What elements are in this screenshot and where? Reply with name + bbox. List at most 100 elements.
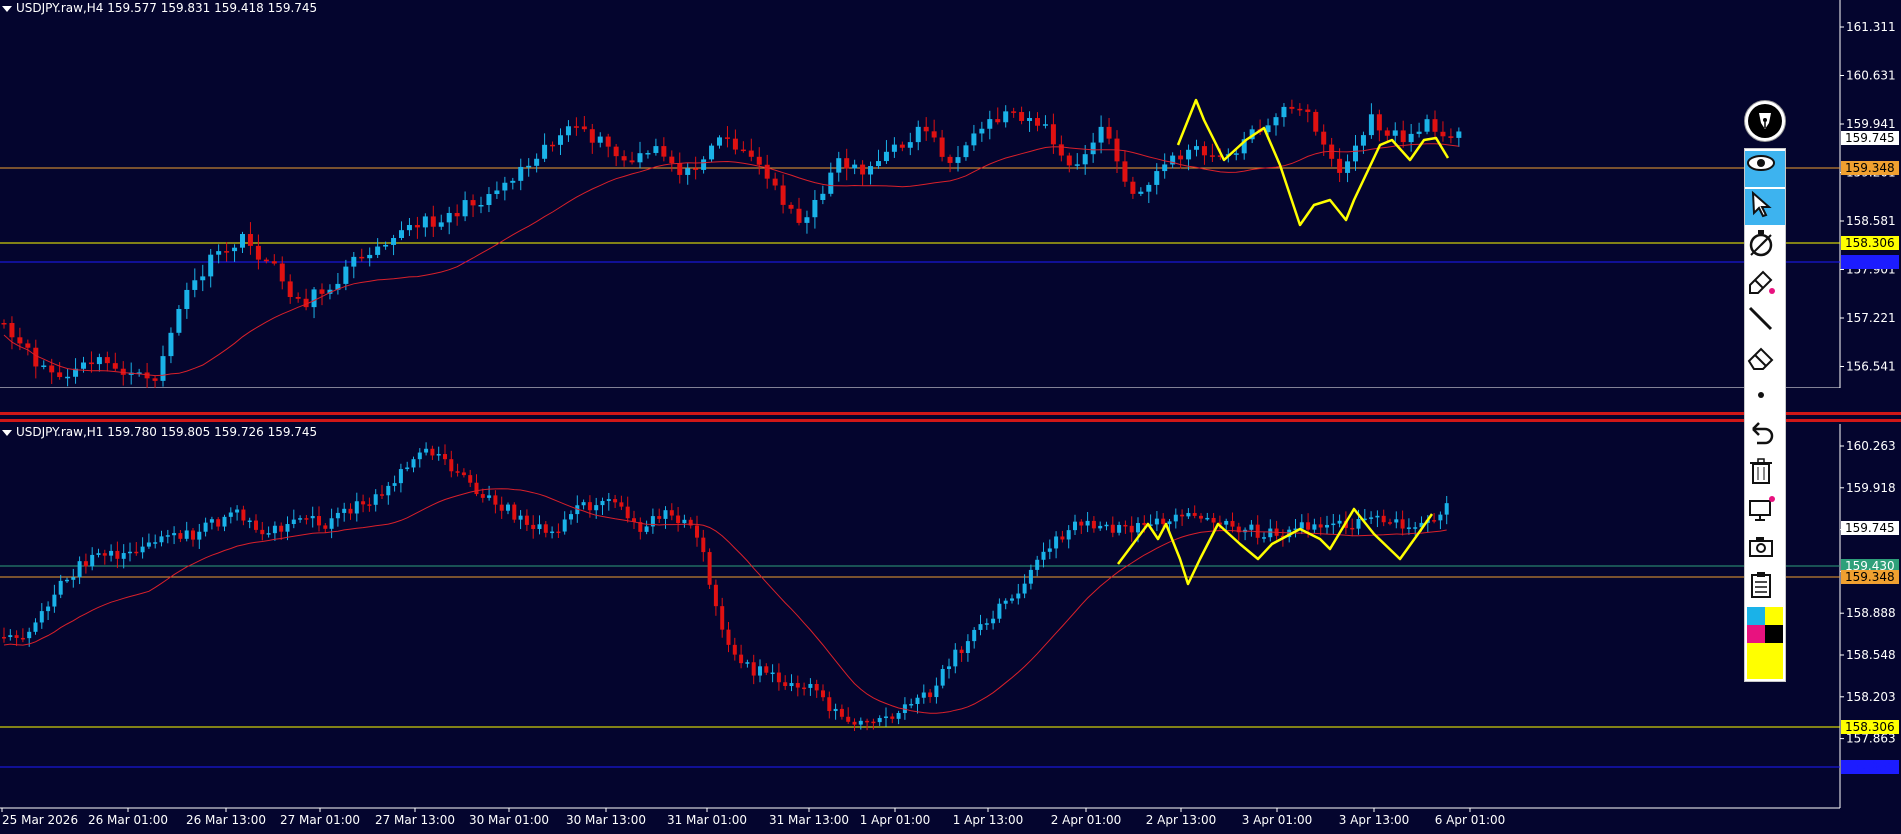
h1-chart-canvas[interactable]: 160.263159.918159.578159.233158.888158.5… — [0, 424, 1901, 834]
candle-body — [470, 200, 476, 206]
color-swatch-yellow[interactable] — [1765, 607, 1783, 625]
candle-body — [1129, 525, 1134, 533]
color-swatch-cyan[interactable] — [1747, 607, 1765, 625]
candle-body — [1074, 164, 1080, 166]
candle-body — [991, 618, 996, 624]
pane-separator[interactable] — [0, 388, 1901, 424]
color-swatch-magenta[interactable] — [1747, 625, 1765, 643]
pen-toggle-button[interactable] — [1744, 100, 1786, 142]
candle-body — [1090, 142, 1096, 155]
undo-button[interactable] — [1745, 417, 1785, 453]
h1-chart-pane[interactable]: 160.263159.918159.578159.233158.888158.5… — [0, 424, 1901, 834]
candle-body — [319, 289, 325, 294]
candle-body — [947, 156, 953, 163]
candle-body — [877, 718, 882, 723]
screen-tool-button[interactable] — [1745, 493, 1785, 529]
candle-body — [417, 452, 422, 460]
candle-body — [241, 509, 246, 521]
candle-body — [709, 145, 715, 160]
candle-body — [317, 516, 321, 526]
candle-body — [707, 552, 712, 585]
candle-body — [695, 525, 699, 538]
candle-body — [1356, 519, 1361, 529]
delete-button[interactable] — [1745, 455, 1785, 491]
candle-body — [1104, 524, 1109, 527]
collapse-triangle-icon[interactable] — [2, 429, 12, 436]
candle-body — [8, 635, 13, 638]
candle-body — [474, 482, 479, 495]
candle-body — [1388, 522, 1392, 524]
candle-body — [589, 129, 595, 143]
candle-body — [1058, 144, 1064, 156]
candle-body — [1136, 523, 1140, 533]
price-label: 158.548 — [1846, 648, 1896, 662]
candle-body — [512, 504, 517, 520]
candle-body — [65, 579, 69, 582]
h4-chart-pane[interactable]: 161.311160.631159.941159.201158.581157.9… — [0, 0, 1901, 388]
candle-body — [46, 606, 51, 612]
candle-body — [1224, 520, 1229, 525]
candle-body — [77, 561, 82, 578]
candle-body — [494, 190, 500, 195]
candle-body — [1331, 523, 1336, 526]
candle-body — [1073, 521, 1077, 531]
candle-body — [597, 136, 603, 143]
candle-body — [1432, 520, 1437, 522]
candle-body — [565, 126, 571, 136]
candle-body — [891, 144, 897, 152]
candle-body — [468, 475, 473, 483]
candle-body — [399, 230, 404, 239]
candle-body — [1249, 524, 1254, 530]
candle-body — [1003, 600, 1008, 604]
candle-body — [14, 635, 19, 638]
price-marker-label: 159.348 — [1845, 161, 1895, 175]
candle-body — [1236, 526, 1241, 533]
select-tool-button[interactable] — [1745, 189, 1785, 225]
candle-body — [480, 494, 485, 498]
candle-body — [789, 683, 794, 687]
dot-size-button[interactable] — [1745, 379, 1785, 415]
candle-body — [883, 151, 889, 162]
candle-body — [153, 542, 158, 544]
candle-body — [1369, 517, 1374, 519]
cursor-icon — [1751, 190, 1772, 218]
price-marker-label: 158.306 — [1845, 236, 1895, 250]
candle-body — [279, 263, 285, 282]
candle-body — [1066, 155, 1072, 166]
h4-chart-canvas[interactable]: 161.311160.631159.941159.201158.581157.9… — [0, 0, 1901, 388]
candle-body — [1456, 131, 1462, 138]
candle-body — [1413, 527, 1418, 529]
price-label: 160.631 — [1846, 69, 1896, 83]
candle-body — [581, 126, 587, 130]
candle-body — [632, 518, 636, 523]
candle-body — [1117, 524, 1122, 533]
current-color-swatch[interactable] — [1747, 643, 1783, 679]
candle-body — [109, 550, 114, 556]
color-swatch-black[interactable] — [1765, 625, 1783, 643]
candle-body — [112, 363, 118, 369]
candle-body — [285, 524, 290, 532]
candle-body — [279, 525, 284, 532]
candle-body — [1280, 535, 1285, 538]
candle-body — [461, 472, 466, 476]
candle-body — [600, 500, 605, 506]
pencil-tool-button[interactable] — [1745, 265, 1785, 301]
eraser-tool-button[interactable] — [1745, 341, 1785, 377]
price-label: 156.541 — [1846, 360, 1896, 374]
candle-body — [1019, 112, 1025, 121]
clipboard-button[interactable] — [1745, 569, 1785, 605]
timer-tool-button[interactable] — [1745, 227, 1785, 263]
trash-icon — [1750, 458, 1772, 484]
candle-body — [833, 708, 838, 712]
candle-body — [391, 238, 397, 245]
candle-body — [972, 629, 977, 642]
screenshot-button[interactable] — [1745, 531, 1785, 567]
collapse-triangle-icon[interactable] — [2, 5, 12, 12]
h1-chart-header: USDJPY.raw,H1 159.780 159.805 159.726 15… — [2, 425, 317, 439]
candle-body — [796, 208, 802, 223]
candle-body — [1180, 514, 1185, 517]
candle-body — [17, 337, 23, 344]
candle-body — [1082, 154, 1088, 165]
line-tool-button[interactable] — [1745, 303, 1785, 339]
toggle-visibility-button[interactable] — [1745, 151, 1785, 187]
